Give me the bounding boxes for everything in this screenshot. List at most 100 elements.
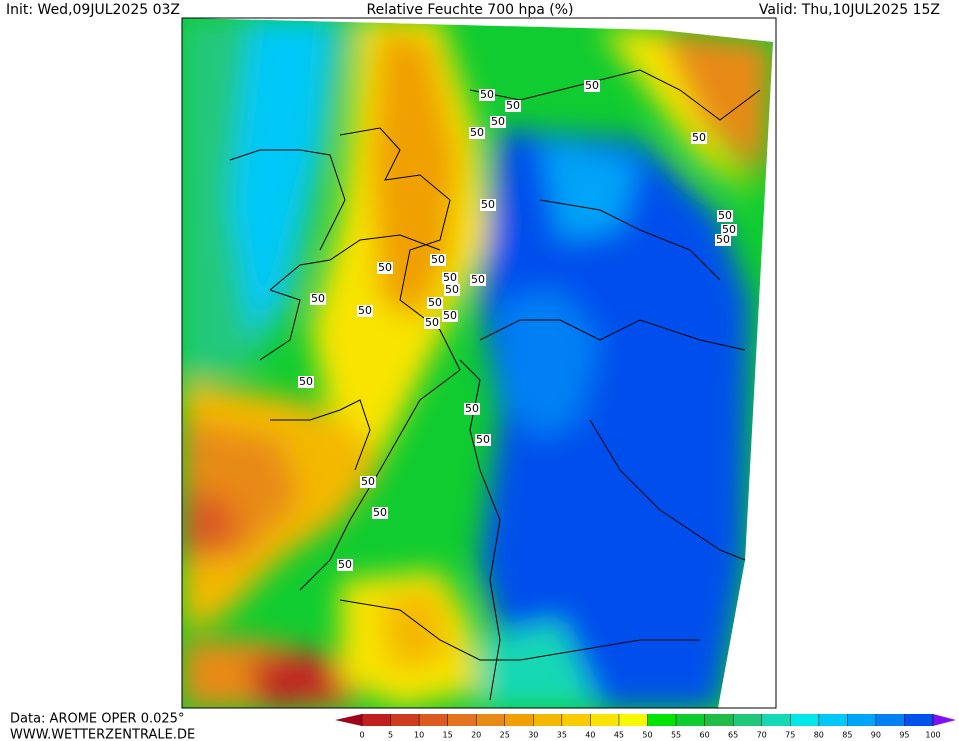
contour-label-box [715, 234, 731, 246]
colorbar-tick-label: 90 [871, 731, 881, 740]
colorbar-tick-label: 20 [471, 731, 481, 740]
contour-label: 50 [506, 99, 520, 112]
colorbar-tick-label: 30 [528, 731, 538, 740]
contour-label: 50 [722, 223, 736, 236]
contour-label-box [470, 274, 486, 286]
map-frame [181, 17, 777, 709]
colorbar-segment [504, 714, 534, 726]
colorbar-tick-label: 65 [728, 731, 738, 740]
contour-label-box [490, 116, 506, 128]
contour-label-box [469, 127, 485, 139]
colorbar-tick-label: 95 [899, 731, 909, 740]
website: WWW.WETTERZENTRALE.DE [10, 728, 195, 741]
contour-label-box [360, 476, 376, 488]
colorbar-segment [362, 714, 392, 726]
contour-label: 50 [299, 375, 313, 388]
colorbar-tick-label: 45 [614, 731, 624, 740]
contour-label: 50 [718, 209, 732, 222]
colorbar-segment [647, 714, 677, 726]
contour-label: 50 [358, 304, 372, 317]
colorbar-tick-label: 100 [925, 731, 940, 740]
contour-label-box [442, 310, 458, 322]
valid-time: Valid: Thu,10JUL2025 15Z [759, 2, 940, 18]
colorbar-tick-label: 75 [785, 731, 795, 740]
contour-label-box [480, 199, 496, 211]
contour-label: 50 [378, 261, 392, 274]
colorbar-tick-label: 35 [557, 731, 567, 740]
colorbar-tick-label: 25 [500, 731, 510, 740]
contour-label: 50 [443, 309, 457, 322]
contour-label-box [479, 89, 495, 101]
colorbar-arrow-low [335, 714, 362, 726]
contour-label-box [464, 403, 480, 415]
colorbar-segment [590, 714, 620, 726]
contour-label: 50 [480, 88, 494, 101]
contour-label-box [691, 132, 707, 144]
contour-label-box [475, 434, 491, 446]
humidity-field [182, 18, 773, 708]
contour-label-box [427, 297, 443, 309]
colorbar-segment [704, 714, 734, 726]
contour-label: 50 [445, 283, 459, 296]
map-title: Relative Feuchte 700 hpa (%) [367, 2, 574, 18]
field-blobs [182, 18, 773, 708]
colorbar-segment [476, 714, 506, 726]
contour-label: 50 [481, 198, 495, 211]
contour-label: 50 [585, 79, 599, 92]
contour-label: 50 [491, 115, 505, 128]
contour-label: 50 [471, 273, 485, 286]
contour-label: 50 [361, 475, 375, 488]
colorbar-tick-label: 70 [757, 731, 767, 740]
contour-label: 50 [425, 316, 439, 329]
contour-label-box [444, 284, 460, 296]
colorbar-tick-label: 50 [642, 731, 652, 740]
contour-label-box [717, 210, 733, 222]
colorbar-segment [676, 714, 706, 726]
colorbar-segment [875, 714, 905, 726]
contour-label-box [442, 272, 458, 284]
colorbar-tick-label: 15 [443, 731, 453, 740]
colorbar-tick-label: 5 [388, 731, 393, 740]
colorbar-segment [847, 714, 877, 726]
colorbar-segment [618, 714, 648, 726]
colorbar-segment [733, 714, 763, 726]
contour-label-box [298, 376, 314, 388]
contour-label: 50 [470, 126, 484, 139]
colorbar-segment [761, 714, 791, 726]
colorbar-tick-label: 40 [585, 731, 595, 740]
contour-label: 50 [443, 271, 457, 284]
contour-label: 50 [431, 253, 445, 266]
contour-label-box [310, 293, 326, 305]
colorbar-tick-label: 0 [359, 731, 364, 740]
data-source: Data: AROME OPER 0.025° [10, 712, 184, 727]
colorbar-tick-label: 10 [414, 731, 424, 740]
contour-label-box [377, 262, 393, 274]
contour-label: 50 [716, 233, 730, 246]
colorbar-segment [561, 714, 591, 726]
colorbar-arrow-high [933, 714, 956, 726]
colorbar-segment [904, 714, 934, 726]
contour-label: 50 [692, 131, 706, 144]
contour-label-box [357, 305, 373, 317]
contour-label: 50 [465, 402, 479, 415]
colorbar-segment [790, 714, 820, 726]
colorbar: 0 5 10 15 20 25 30 35 40 45 50 55 60 65 70 75 80 85 90 95 10… [335, 714, 956, 740]
colorbar-segment [533, 714, 563, 726]
contour-label-box [505, 100, 521, 112]
borders [229, 69, 761, 701]
colorbar-segment [818, 714, 848, 726]
contour-label: 50 [428, 296, 442, 309]
contour-label-box [372, 507, 388, 519]
colorbar-segment [419, 714, 449, 726]
colorbar-segment [390, 714, 420, 726]
init-time: Init: Wed,09JUL2025 03Z [6, 2, 180, 18]
colorbar-segment [447, 714, 477, 726]
contour-label: 50 [338, 558, 352, 571]
contour-label: 50 [373, 506, 387, 519]
contour-label: 50 [476, 433, 490, 446]
contour-labels: 5050505050505050505050505050505050505050… [298, 79, 737, 571]
contour-label: 50 [311, 292, 325, 305]
colorbar-tick-label: 60 [700, 731, 710, 740]
